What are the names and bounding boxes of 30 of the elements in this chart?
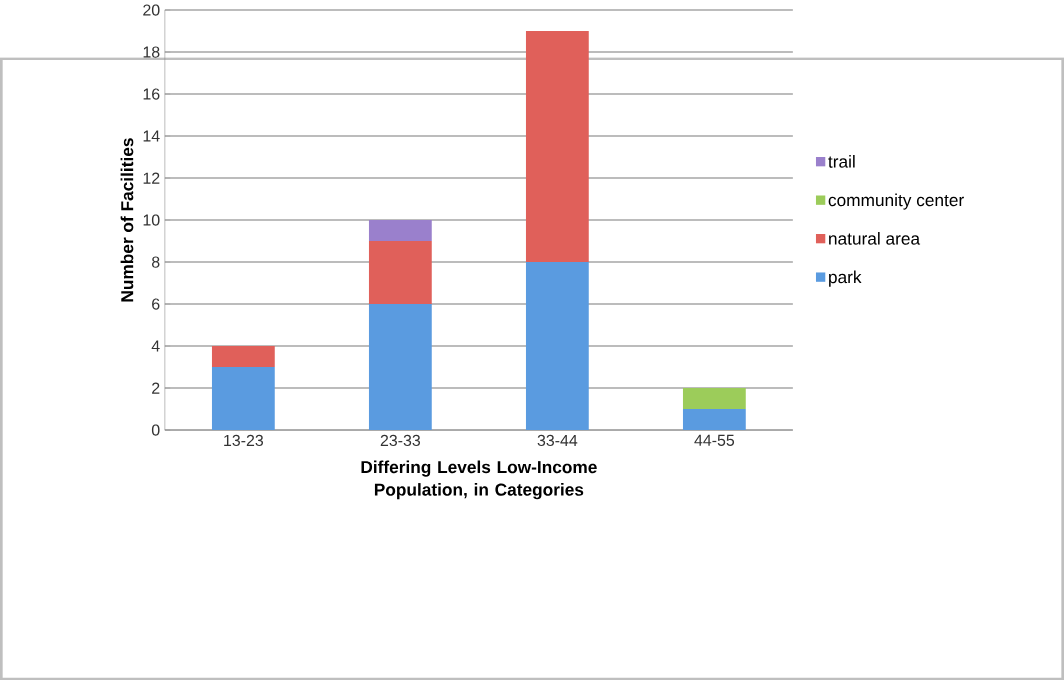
y-tick-label: 8 [151, 256, 160, 268]
x-axis-title: Differing Levels Low-Income Population, in Categories [361, 460, 597, 500]
legend-label: trail [828, 154, 855, 168]
bar [682, 408, 746, 430]
y-tick-label: 2 [152, 382, 160, 394]
y-tick-label: 18 [143, 46, 160, 58]
y-tick-label: 16 [143, 88, 160, 100]
y-tick-label: 6 [152, 298, 160, 310]
x-tick-label: 13-23 [224, 434, 264, 446]
bar [368, 240, 432, 304]
bar [368, 219, 432, 241]
legend-label: natural area [829, 231, 921, 245]
bar [368, 303, 432, 430]
legend-label: community center [828, 193, 964, 210]
y-tick-label: 14 [143, 130, 160, 142]
x-tick-label: 23-33 [380, 434, 421, 446]
y-tick-label: 20 [143, 4, 160, 16]
bar [211, 366, 275, 430]
bar [211, 345, 275, 367]
bar [525, 261, 589, 430]
y-axis-title: Number of Facilities [120, 138, 134, 302]
y-tick-label: 10 [143, 214, 160, 226]
bar [682, 387, 746, 409]
x-tick-label: 44-55 [694, 434, 735, 446]
bar [525, 30, 589, 262]
x-tick-label: 33-44 [537, 434, 578, 446]
y-tick-label: 12 [143, 172, 160, 184]
legend-label: park [829, 270, 862, 287]
y-tick-label: 4 [151, 340, 160, 352]
y-tick-label: 0 [151, 424, 160, 436]
